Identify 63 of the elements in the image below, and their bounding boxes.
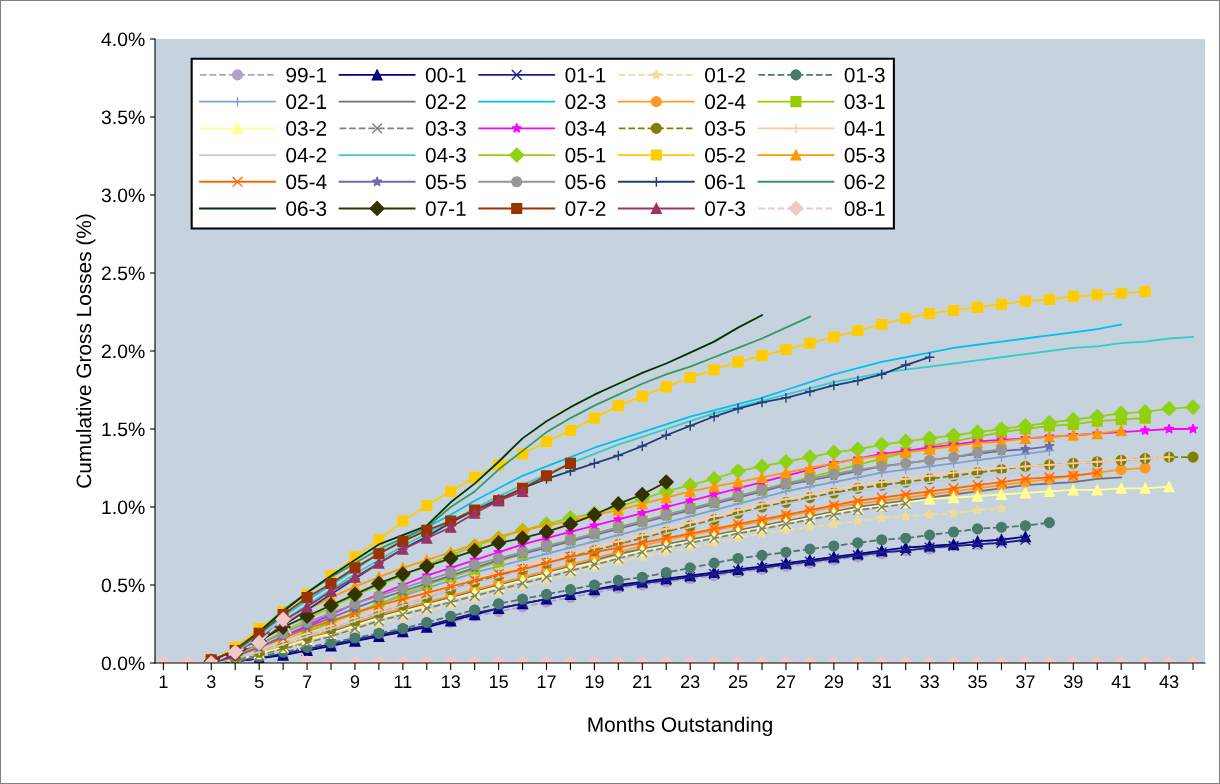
legend-label: 02-2 — [425, 94, 466, 110]
legend-label: 04-2 — [286, 147, 327, 163]
x-tick-label: 5 — [254, 675, 264, 689]
y-tick-label: 3.5% — [101, 110, 145, 125]
x-tick-label: 41 — [1111, 675, 1131, 688]
x-tick-label: 25 — [728, 675, 748, 689]
x-tick-label: 37 — [1016, 675, 1035, 689]
legend-label: 01-2 — [705, 67, 745, 83]
legend-label: 01-3 — [844, 67, 885, 83]
legend-label: 05-5 — [425, 174, 466, 190]
x-tick-label: 39 — [1063, 675, 1083, 689]
x-tick-label: 35 — [968, 675, 987, 689]
legend-label: 06-1 — [705, 174, 745, 190]
x-tick-label: 7 — [302, 675, 312, 688]
legend-label: 08-1 — [844, 201, 885, 216]
legend-label: 03-2 — [286, 121, 327, 136]
x-axis-title: Months Outstanding — [588, 716, 772, 737]
x-tick-label: 11 — [394, 675, 412, 688]
legend-label: 05-1 — [565, 147, 606, 163]
y-tick-label: 4.0% — [101, 32, 145, 47]
x-tick-label: 17 — [537, 675, 556, 688]
x-tick-label: 23 — [681, 675, 700, 689]
x-tick-label: 3 — [206, 675, 216, 689]
legend-label: 05-4 — [286, 174, 327, 190]
legend-label: 05-3 — [844, 147, 885, 163]
x-tick-label: 21 — [633, 675, 652, 688]
x-tick-label: 29 — [824, 675, 844, 689]
x-tick-label: 31 — [872, 675, 891, 689]
x-tick-label: 1 — [159, 675, 168, 688]
legend-label: 05-6 — [565, 174, 606, 190]
legend-label: 02-4 — [705, 94, 746, 110]
legend-label: 04-1 — [844, 121, 885, 136]
y-tick-label: 2.0% — [101, 344, 145, 359]
legend-label: 06-2 — [844, 174, 885, 190]
legend-label: 05-2 — [705, 147, 745, 163]
legend-label: 02-3 — [565, 94, 606, 110]
y-tick-label: 0.0% — [101, 656, 145, 671]
y-tick-label: 3.0% — [101, 188, 145, 203]
y-axis-title: Cumulative Gross Losses (%) — [75, 214, 96, 488]
legend-label: 00-1 — [425, 67, 466, 83]
legend-label: 99-1 — [286, 67, 327, 83]
x-tick-label: 13 — [442, 675, 460, 689]
legend-label: 07-1 — [425, 201, 466, 216]
y-tick-label: 1.0% — [102, 500, 145, 515]
legend-label: 06-3 — [286, 201, 327, 216]
y-tick-label: 1.5% — [102, 422, 145, 437]
legend-label: 03-5 — [705, 121, 746, 136]
x-tick-label: 27 — [776, 675, 796, 688]
x-tick-label: 15 — [489, 675, 508, 689]
legend-label: 01-1 — [565, 67, 606, 83]
legend-label: 03-1 — [844, 94, 885, 110]
legend-label: 02-1 — [286, 94, 327, 110]
y-tick-label: 0.5% — [101, 578, 145, 593]
legend-label: 04-3 — [425, 147, 466, 163]
x-tick-label: 9 — [350, 675, 360, 689]
x-tick-label: 33 — [920, 675, 939, 689]
x-tick-label: 19 — [585, 675, 604, 689]
legend-label: 07-2 — [565, 201, 606, 216]
legend-label: 07-3 — [705, 201, 746, 216]
legend-label: 03-4 — [565, 121, 606, 136]
legend-label: 03-3 — [425, 121, 466, 136]
x-tick-label: 43 — [1159, 675, 1179, 689]
y-tick-label: 2.5% — [101, 266, 145, 281]
